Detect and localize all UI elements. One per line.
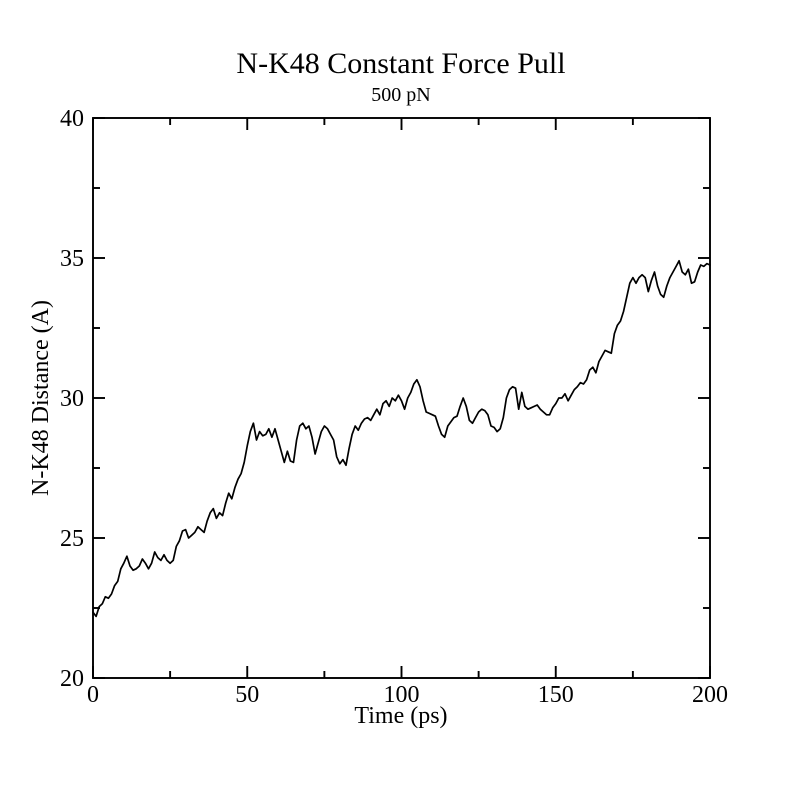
plot-frame xyxy=(92,117,711,679)
x-tick-label-50: 50 xyxy=(235,682,259,708)
y-tick-label-25: 25 xyxy=(60,526,84,552)
x-axis-label: Time (ps) xyxy=(354,703,447,729)
y-tick-label-40: 40 xyxy=(60,106,84,132)
x-tick-label-100: 100 xyxy=(384,682,420,708)
chart-subtitle: 500 pN xyxy=(371,84,430,106)
x-tick-label-150: 150 xyxy=(538,682,574,708)
y-tick-label-35: 35 xyxy=(60,246,84,272)
chart-title: N-K48 Constant Force Pull xyxy=(236,47,565,80)
y-tick-label-30: 30 xyxy=(60,386,84,412)
data-curve xyxy=(92,259,711,618)
x-tick-label-200: 200 xyxy=(692,682,728,708)
y-axis-label: N-K48 Distance (A) xyxy=(28,300,54,496)
x-tick-label-0: 0 xyxy=(87,682,99,708)
plot-area: 0 50 100 150 200 20 25 30 35 40 xyxy=(60,106,728,708)
y-tick-label-20: 20 xyxy=(60,666,84,692)
